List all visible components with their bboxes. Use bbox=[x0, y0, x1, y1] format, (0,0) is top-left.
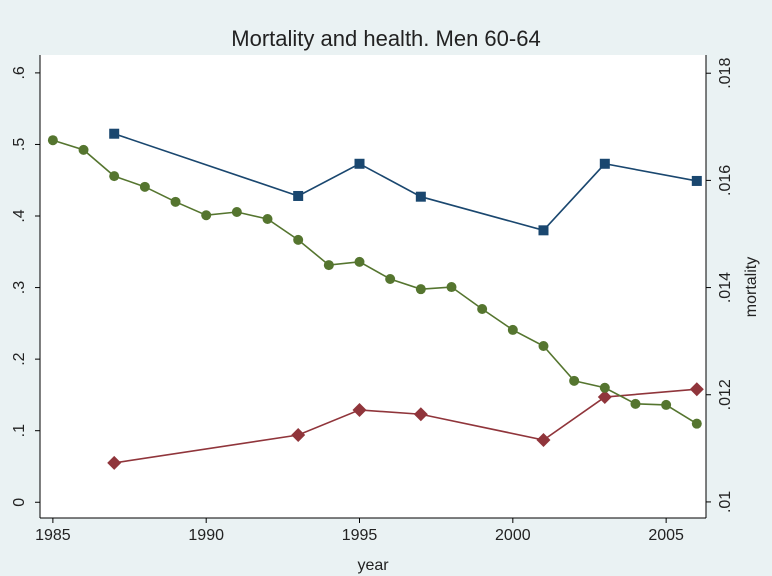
plot-area bbox=[40, 55, 706, 518]
y2-tick-label: .016 bbox=[717, 165, 734, 196]
y2-tick-label: .014 bbox=[717, 272, 734, 303]
marker bbox=[689, 382, 704, 397]
marker bbox=[78, 144, 89, 155]
chart-title: Mortality and health. Men 60-64 bbox=[231, 26, 540, 51]
y-tick-label: .3 bbox=[11, 281, 28, 294]
x-tick-label: 1985 bbox=[35, 527, 71, 544]
x-tick-label: 2005 bbox=[648, 527, 684, 544]
marker bbox=[661, 399, 672, 410]
marker bbox=[413, 407, 428, 422]
x-tick-label: 1990 bbox=[188, 527, 224, 544]
x-tick-label: 1995 bbox=[342, 527, 378, 544]
y-tick-label: .2 bbox=[11, 352, 28, 365]
y-tick-label: .6 bbox=[11, 66, 28, 79]
marker bbox=[415, 284, 426, 295]
y2-axis-title: mortality bbox=[743, 257, 760, 317]
x-tick-label: 2000 bbox=[495, 527, 531, 544]
marker bbox=[569, 375, 580, 386]
marker bbox=[597, 390, 612, 405]
marker bbox=[109, 128, 120, 139]
y-tick-label: .5 bbox=[11, 138, 28, 151]
marker bbox=[446, 282, 457, 293]
marker bbox=[354, 158, 365, 169]
marker bbox=[170, 196, 181, 207]
y-tick-label: .4 bbox=[11, 209, 28, 222]
marker bbox=[538, 340, 549, 351]
marker bbox=[293, 234, 304, 245]
marker bbox=[599, 158, 610, 169]
marker bbox=[507, 324, 518, 335]
marker bbox=[139, 181, 150, 192]
marker bbox=[691, 175, 702, 186]
marker bbox=[231, 207, 242, 218]
marker bbox=[323, 260, 334, 271]
marker bbox=[262, 213, 273, 224]
y-tick-label: 0 bbox=[11, 498, 28, 507]
marker bbox=[354, 256, 365, 267]
y2-tick-label: .012 bbox=[717, 379, 734, 410]
marker bbox=[201, 210, 212, 221]
marker bbox=[293, 190, 304, 201]
y2-tick-label: .018 bbox=[717, 58, 734, 89]
marker bbox=[109, 171, 120, 182]
y-tick-label: .1 bbox=[11, 424, 28, 437]
marker bbox=[630, 398, 641, 409]
marker bbox=[415, 191, 426, 202]
marker bbox=[477, 304, 488, 315]
marker bbox=[691, 418, 702, 429]
marker bbox=[291, 427, 306, 442]
marker bbox=[107, 455, 122, 470]
y2-tick-label: .01 bbox=[717, 491, 734, 513]
marker bbox=[47, 135, 58, 146]
series-line bbox=[52, 139, 698, 425]
marker bbox=[385, 273, 396, 284]
x-axis-title: year bbox=[357, 557, 389, 574]
marker bbox=[536, 432, 551, 447]
marker bbox=[538, 225, 549, 236]
marker bbox=[352, 402, 367, 417]
marker bbox=[599, 382, 610, 393]
